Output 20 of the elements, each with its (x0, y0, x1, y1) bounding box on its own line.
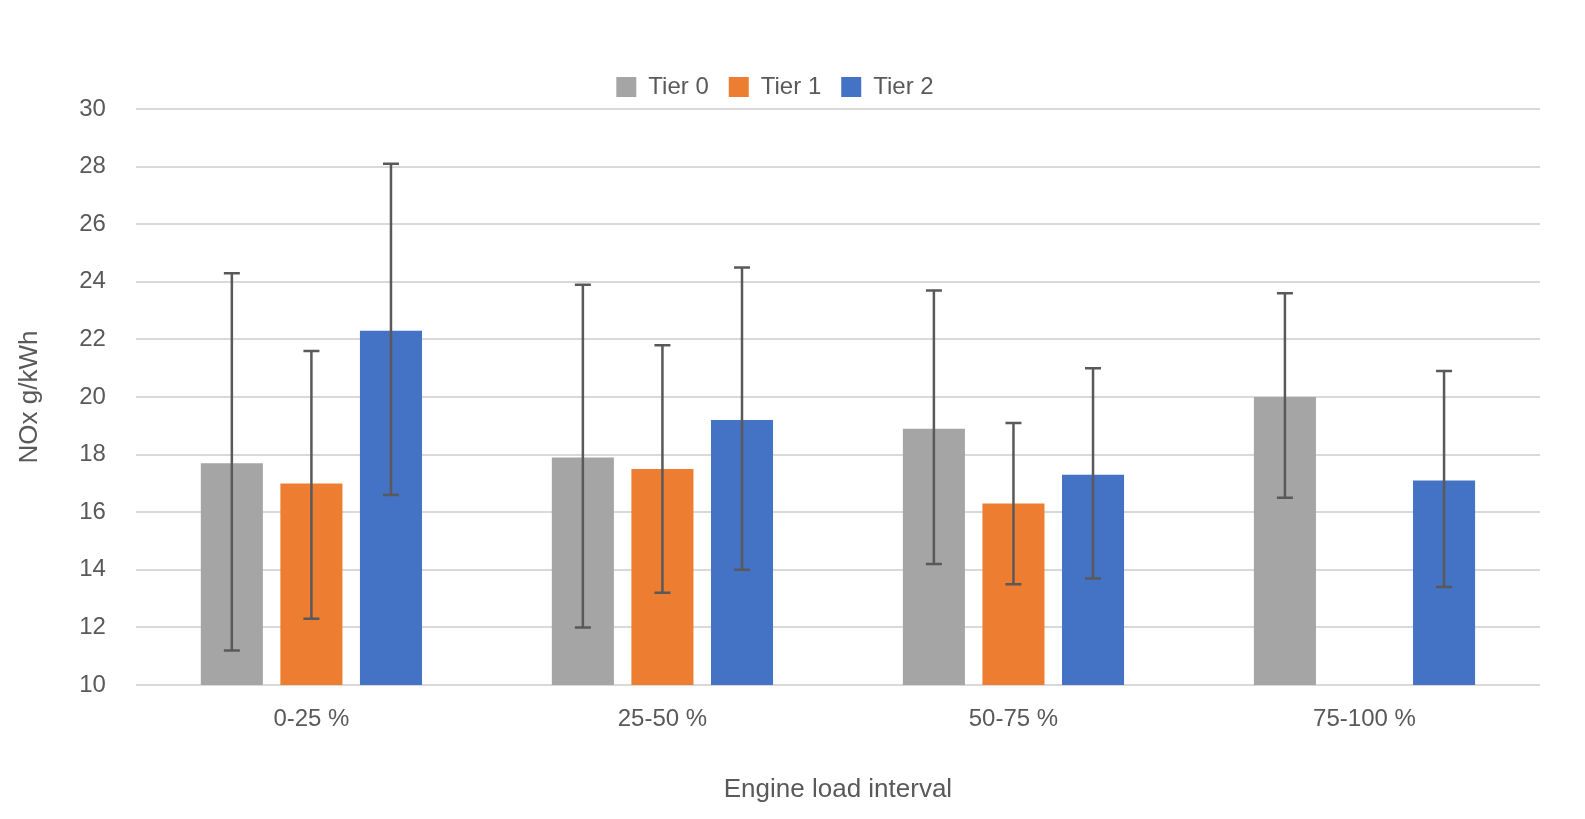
y-tick-label: 16 (79, 496, 106, 524)
y-tick-label: 28 (79, 151, 106, 179)
x-tick-label: 0-25 % (273, 704, 350, 732)
x-axis-title: Engine load interval (723, 772, 953, 803)
x-tick-label: 25-50 % (617, 704, 708, 732)
x-tick-label: 50-75 % (968, 704, 1059, 732)
legend-label: Tier 0 (648, 71, 709, 99)
y-axis-title: NOx g/kWh (12, 330, 43, 464)
y-tick-label: 14 (79, 554, 106, 582)
legend-label: Tier 1 (760, 71, 822, 99)
y-tick-label: 18 (79, 439, 106, 467)
x-tick-label: 75-100 % (1313, 704, 1416, 732)
y-tick-label: 24 (79, 266, 106, 294)
y-tick-label: 20 (79, 381, 106, 409)
y-tick-label: 30 (79, 93, 106, 121)
y-tick-label: 22 (79, 324, 106, 352)
y-tick-label: 12 (79, 612, 106, 640)
legend-label: Tier 2 (873, 71, 934, 99)
y-tick-label: 10 (79, 669, 106, 697)
y-tick-label: 26 (79, 208, 106, 236)
